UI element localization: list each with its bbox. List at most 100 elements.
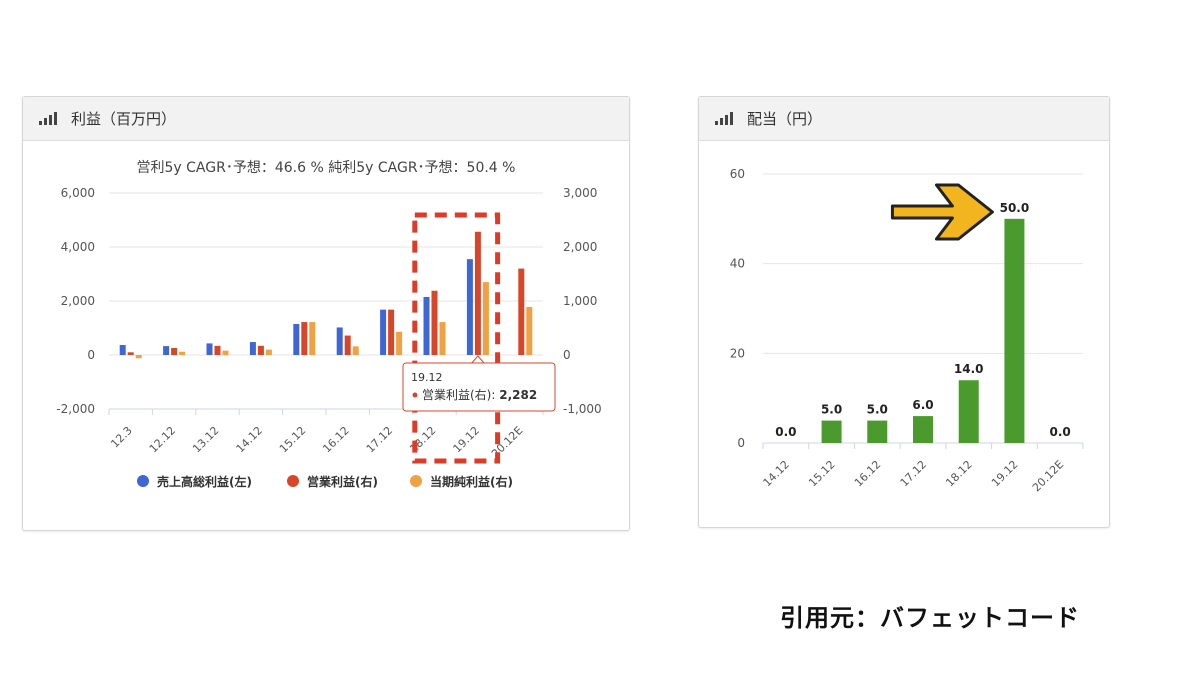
legend-item-0: 売上高総利益(左) — [137, 474, 252, 489]
tooltip-sep: : — [491, 388, 499, 402]
bar-net-profit-19.12 — [482, 282, 489, 355]
dividend-panel: 配当（円） 0 20 40 60 0.0 14.12 5.0 15.12 5.0 16.12 6.0… — [698, 96, 1110, 528]
bar-operating-profit-19.12 — [474, 231, 481, 355]
tooltip-box — [402, 362, 556, 412]
bar-operating-profit-20.12E — [518, 268, 525, 355]
x-tick-label: 12.12 — [147, 424, 178, 455]
tooltip-pointer — [470, 355, 486, 365]
dividend-bar-19.12 — [1004, 218, 1025, 443]
y-right-tick-label: 2,000 — [563, 240, 597, 254]
x-tick-label: 17.12 — [898, 458, 929, 489]
y-tick-label: 20 — [730, 346, 745, 360]
bar-net-profit-17.12 — [396, 331, 403, 355]
bar-gross-profit-12.3 — [119, 345, 126, 355]
data-label: 50.0 — [1000, 201, 1030, 215]
dividend-chart: 0 20 40 60 0.0 14.12 5.0 15.12 5.0 16.12 6.0 17.12 1… — [730, 167, 1084, 494]
tooltip-value: 2,282 — [499, 388, 537, 402]
y-right-tick-label: 3,000 — [563, 186, 597, 200]
bar-net-profit-12.3 — [135, 355, 142, 359]
profit-chart: 営利5y CAGR･予想：46.6 % 純利5y CAGR･予想：50.4 % -… — [56, 160, 602, 489]
bar-net-profit-13.12 — [222, 350, 229, 355]
bar-net-profit-14.12 — [265, 349, 272, 355]
bar-gross-profit-16.12 — [336, 327, 343, 355]
bar-operating-profit-13.12 — [214, 345, 221, 355]
dividend-bar-15.12 — [821, 420, 842, 443]
x-tick-label: 19.12 — [989, 458, 1020, 489]
bar-chart-icon — [39, 112, 57, 125]
x-tick-label: 17.12 — [364, 424, 395, 455]
tooltip-marker — [412, 392, 418, 398]
x-tick-label: 14.12 — [761, 458, 792, 489]
x-tick-label: 15.12 — [806, 458, 837, 489]
legend-item-1: 営業利益(右) — [287, 474, 378, 489]
y-left-tick-label: 6,000 — [61, 186, 95, 200]
legend-marker — [287, 475, 299, 487]
data-label: 5.0 — [821, 403, 842, 417]
dividend-bar-17.12 — [913, 416, 933, 443]
legend-label: 当期純利益(右) — [430, 474, 513, 489]
bar-gross-profit-18.12 — [423, 296, 430, 355]
bar-net-profit-16.12 — [352, 346, 359, 355]
data-label: 0.0 — [775, 425, 796, 439]
y-tick-label: 60 — [730, 167, 745, 181]
legend-marker — [137, 475, 149, 487]
tooltip: 19.12 営業利益(右): 2,282 — [402, 355, 556, 412]
bar-operating-profit-12.12 — [171, 347, 178, 355]
x-tick-label: 18.12 — [407, 424, 438, 455]
y-left-tick-label: -2,000 — [56, 402, 95, 416]
bar-operating-profit-14.12 — [257, 345, 264, 355]
x-tick-label: 16.12 — [320, 424, 351, 455]
y-left-tick-label: 2,000 — [61, 294, 95, 308]
bar-chart-icon — [715, 112, 733, 125]
y-tick-label: 40 — [730, 257, 745, 271]
tooltip-series: 営業利益(右) — [422, 387, 491, 402]
tooltip-category: 19.12 — [411, 371, 443, 384]
arrow-annotation — [890, 183, 994, 241]
dividend-panel-header: 配当（円） — [699, 97, 1109, 141]
x-tick-label: 13.12 — [190, 424, 221, 455]
dividend-bar-16.12 — [867, 420, 888, 443]
legend-label: 営業利益(右) — [307, 474, 378, 489]
legend-marker — [410, 475, 422, 487]
x-tick-label: 18.12 — [943, 458, 974, 489]
y-right-tick-label: 0 — [563, 348, 571, 362]
x-tick-label: 15.12 — [277, 424, 308, 455]
bar-net-profit-20.12E — [526, 306, 533, 355]
bar-gross-profit-15.12 — [293, 323, 300, 355]
bar-operating-profit-18.12 — [431, 290, 438, 355]
data-label: 5.0 — [867, 403, 888, 417]
bar-operating-profit-15.12 — [301, 322, 308, 355]
legend-label: 売上高総利益(左) — [157, 474, 252, 489]
profit-panel: 利益（百万円） 営利5y CAGR･予想：46.6 % 純利5y CAGR･予想… — [22, 96, 630, 531]
y-right-tick-label: 1,000 — [563, 294, 597, 308]
x-tick-label: 16.12 — [852, 458, 883, 489]
y-left-tick-label: 4,000 — [61, 240, 95, 254]
x-tick-label: 14.12 — [234, 424, 265, 455]
bar-gross-profit-17.12 — [380, 309, 387, 355]
bar-net-profit-12.12 — [179, 351, 186, 355]
bar-net-profit-15.12 — [309, 322, 316, 355]
bar-operating-profit-17.12 — [388, 309, 395, 355]
citation-text: 引用元：バフェットコード — [780, 604, 1080, 632]
x-tick-label: 19.12 — [451, 424, 482, 455]
bar-gross-profit-12.12 — [163, 346, 170, 355]
data-label: 6.0 — [912, 398, 933, 412]
bar-gross-profit-13.12 — [206, 343, 213, 355]
chart-title: 営利5y CAGR･予想：46.6 % 純利5y CAGR･予想：50.4 % — [137, 160, 516, 176]
highlight-box — [412, 212, 501, 464]
y-left-tick-label: 0 — [87, 348, 95, 362]
tooltip-text: 営業利益(右): 2,282 — [422, 387, 537, 402]
y-tick-label: 0 — [737, 436, 745, 450]
x-tick-label: 20.12E — [1030, 458, 1066, 494]
legend-item-2: 当期純利益(右) — [410, 474, 513, 489]
profit-panel-title: 利益（百万円） — [71, 110, 177, 128]
y-right-tick-label: -1,000 — [563, 402, 602, 416]
x-tick-label: 20.12E — [489, 424, 525, 460]
bar-net-profit-18.12 — [439, 322, 446, 355]
bar-operating-profit-16.12 — [344, 335, 351, 355]
dividend-panel-title: 配当（円） — [747, 110, 823, 128]
profit-panel-header: 利益（百万円） — [23, 97, 629, 141]
x-tick-label: 12.3 — [108, 424, 135, 451]
data-label: 14.0 — [954, 362, 984, 376]
bar-gross-profit-14.12 — [249, 342, 256, 355]
